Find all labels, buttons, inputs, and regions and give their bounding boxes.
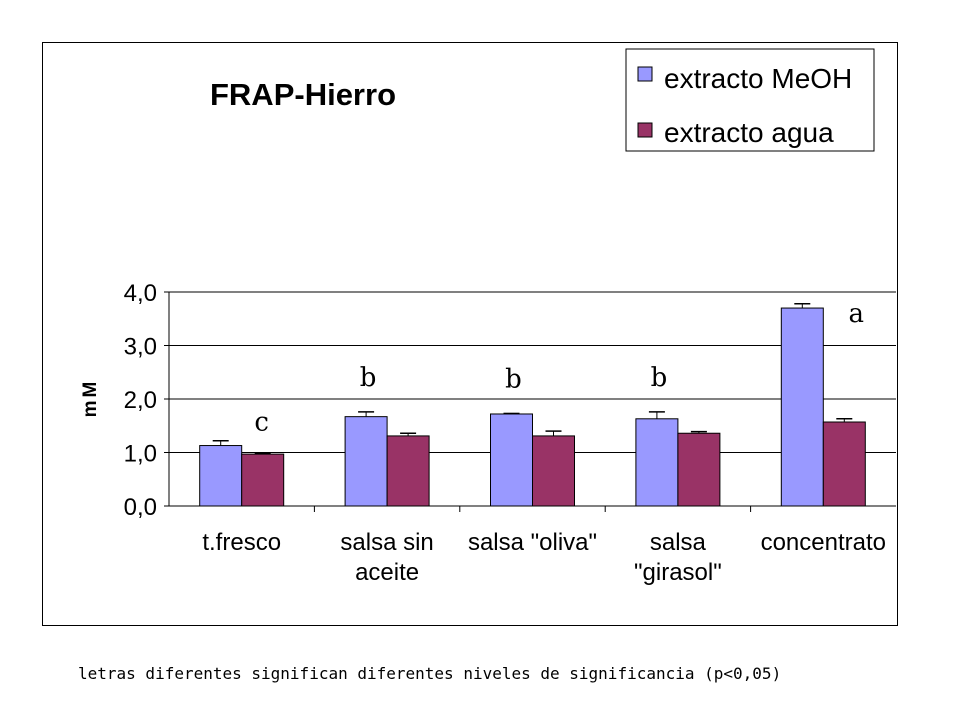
bar	[532, 435, 575, 507]
bar	[241, 453, 285, 507]
bar	[490, 413, 533, 507]
y-tick-labels: 0,0 1,0 2,0 3,0 4,0	[124, 280, 157, 521]
y-axis-label: mM	[80, 379, 101, 418]
x-tick-label: "girasol"	[634, 559, 722, 586]
bar	[635, 418, 679, 507]
bar	[386, 435, 430, 507]
y-tick-label: 1,0	[124, 441, 157, 468]
bars-group	[199, 303, 866, 507]
x-tick-label: t.fresco	[202, 529, 281, 556]
bar	[199, 445, 243, 507]
significance-letter: b	[360, 363, 377, 393]
legend-label-agua: extracto agua	[664, 117, 834, 148]
x-tick-label: salsa "oliva"	[468, 529, 597, 556]
legend-swatch-meoh	[637, 66, 653, 82]
x-tick-label: concentrato	[761, 529, 886, 556]
bar-chart: FRAP-Hierro 0,0 1,0 2,0 3,0 4,0 t.fresco sals…	[80, 48, 896, 586]
footnote: letras diferentes significan diferentes …	[78, 664, 782, 683]
significance-letter: b	[505, 364, 522, 394]
axes	[164, 291, 896, 512]
bar	[822, 421, 866, 507]
y-tick-label: 3,0	[124, 334, 157, 361]
legend: extracto MeOH extracto agua	[625, 48, 875, 152]
significance-letter: c	[254, 408, 269, 438]
significance-letters: c b b b a	[254, 299, 864, 438]
bar	[780, 307, 824, 507]
x-tick-label: salsa sin	[340, 529, 433, 556]
x-tick-labels: t.fresco salsa sin aceite salsa "oliva" sals…	[202, 529, 886, 586]
significance-letter: b	[651, 363, 668, 393]
x-tick-label: aceite	[355, 559, 419, 586]
legend-box	[625, 48, 875, 152]
chart-title: FRAP-Hierro	[210, 77, 396, 112]
chart-frame: FRAP-Hierro 0,0 1,0 2,0 3,0 4,0 t.fresco sals…	[42, 42, 898, 626]
x-tick-label: salsa	[650, 529, 707, 556]
y-tick-label: 2,0	[124, 387, 157, 414]
bar	[677, 432, 721, 507]
bar	[344, 416, 388, 507]
legend-label-meoh: extracto MeOH	[664, 63, 852, 94]
significance-letter: a	[849, 299, 865, 329]
legend-swatch-agua	[637, 122, 653, 138]
y-tick-label: 0,0	[124, 494, 157, 521]
y-tick-label: 4,0	[124, 280, 157, 307]
